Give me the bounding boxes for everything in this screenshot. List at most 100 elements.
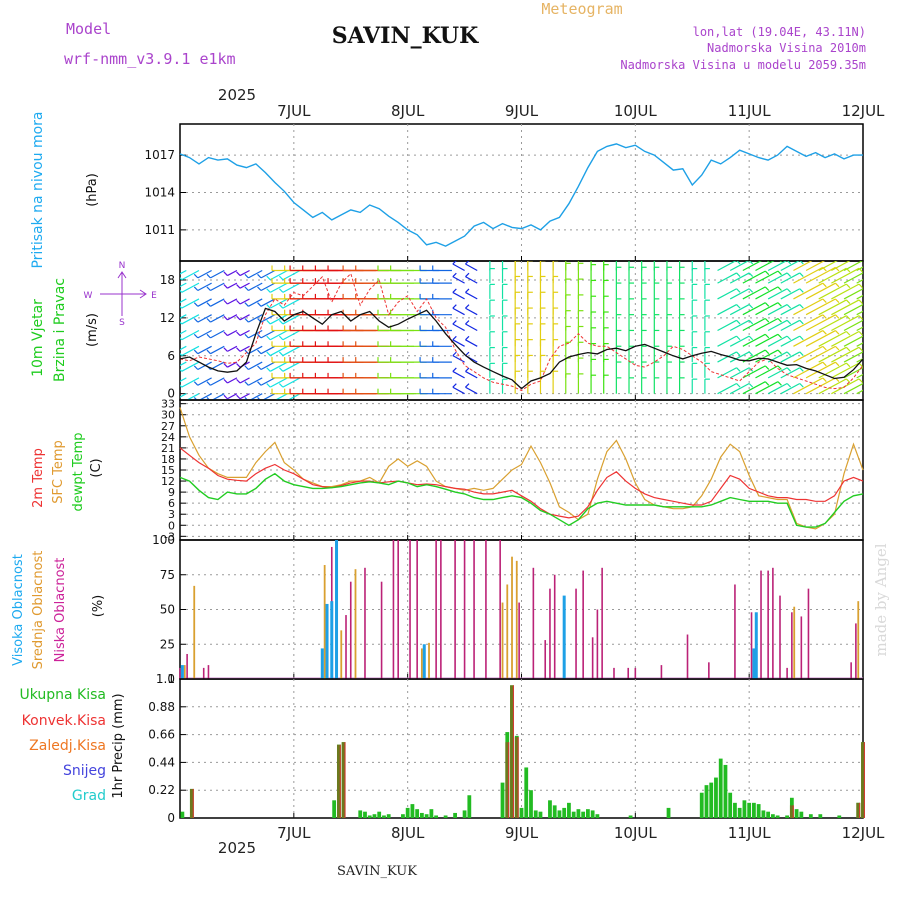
- wind-barb-flag: [736, 261, 741, 265]
- wind-barb: [287, 393, 301, 400]
- y-tick-label: 12: [161, 475, 175, 488]
- wind-barb: [818, 283, 847, 300]
- high-cloud-title: Visoka Oblacnost: [11, 554, 26, 666]
- precip-total-bar: [377, 811, 382, 818]
- wind-barb-flag: [777, 270, 782, 276]
- precip-convective-bar: [510, 685, 514, 818]
- wind-barb-flag: [465, 261, 470, 265]
- precip-total-bar: [363, 811, 367, 818]
- wind-barb: [793, 282, 824, 300]
- wind-barb: [831, 330, 860, 347]
- wind-barb: [805, 361, 836, 379]
- precip-total-bar: [367, 815, 372, 818]
- wind-barb: [269, 282, 288, 293]
- wind-barb: [260, 298, 276, 307]
- dewpt-title: dewpt Temp: [71, 432, 86, 511]
- wind-barb: [818, 330, 847, 347]
- wind-barb: [227, 329, 238, 337]
- wind-barb-flag: [822, 345, 827, 351]
- wind-barb: [181, 329, 200, 341]
- wind-barb-flag: [206, 273, 211, 279]
- wind-barb-flag: [779, 261, 782, 263]
- precip-total-bar: [332, 800, 337, 818]
- precip-convective-bar: [336, 744, 341, 818]
- wind-barb-flag: [166, 336, 170, 340]
- wind-barb-flag: [764, 349, 770, 355]
- wind-barb-flag: [278, 351, 284, 356]
- wind-barb-flag: [452, 335, 457, 341]
- year-top: 2025: [218, 86, 256, 104]
- precip-total-bar: [424, 814, 429, 818]
- wind-barb: [282, 298, 301, 309]
- wind-barb: [755, 365, 779, 379]
- wind-barb-flag: [835, 282, 840, 288]
- wind-barb: [767, 319, 788, 332]
- temp-unit: (C): [89, 458, 104, 477]
- wind-barb: [729, 272, 750, 284]
- precip-total-bar: [699, 792, 704, 818]
- wind-barb: [185, 393, 200, 400]
- wind-barb-flag: [823, 255, 827, 259]
- wind-barb-flag: [236, 299, 241, 305]
- day-label-top: 9JUL: [505, 102, 539, 120]
- y-tick-label: 1017: [144, 148, 175, 162]
- compass-s: S: [119, 318, 125, 328]
- wind-barb-flag: [452, 272, 457, 278]
- y-tick-label: 6: [167, 349, 175, 363]
- low-cloud-bar: [767, 570, 769, 679]
- wind-barb-flag: [786, 335, 792, 341]
- low-cloud-bar: [345, 615, 347, 679]
- wind-barb: [269, 361, 288, 372]
- wind-barb: [465, 339, 478, 347]
- wind-barb-flag: [845, 283, 851, 289]
- wind-barb-flag: [223, 284, 228, 289]
- wind-barb: [780, 382, 801, 395]
- wind-barb: [180, 377, 187, 382]
- wind-barb: [742, 270, 766, 284]
- wind-barb: [717, 335, 737, 347]
- wind-barb-flag: [236, 284, 241, 289]
- precip-total-bar: [401, 814, 405, 818]
- low-cloud-bar: [499, 540, 501, 679]
- wind-barb: [755, 261, 775, 272]
- wind-barb: [742, 317, 766, 332]
- wind-barb: [239, 269, 250, 277]
- low-cloud-bar: [553, 574, 556, 679]
- wind-barb: [181, 314, 200, 325]
- wind-barb: [742, 381, 766, 395]
- wind-barb-flag: [845, 315, 851, 320]
- high-cloud-bar: [330, 601, 334, 679]
- wind-barb: [282, 314, 301, 325]
- wind-barb: [269, 314, 288, 325]
- wind-barb-flag: [786, 367, 792, 372]
- wind-barb: [210, 298, 225, 307]
- wind-barb: [818, 378, 847, 395]
- wind-barb-flag: [748, 383, 754, 388]
- wind-barb-flag: [193, 381, 199, 386]
- wind-barb-flag: [166, 289, 170, 293]
- wind-barb-flag: [193, 286, 199, 291]
- wind-barb-flag: [278, 383, 284, 388]
- wind-barb: [767, 288, 788, 300]
- wind-barb: [248, 282, 263, 292]
- wind-barb: [227, 361, 238, 368]
- wind-barb-flag: [858, 331, 863, 336]
- precip-panel: 0 0.22 0.44 0.66 0.88 1.1: [148, 672, 865, 825]
- wind-barb: [717, 304, 737, 316]
- precip-legend-item: Konvek.Kisa: [22, 713, 106, 729]
- day-label-bottom: 8JUL: [391, 824, 425, 842]
- low-cloud-bar: [591, 637, 594, 679]
- wind-barb-flag: [193, 318, 199, 323]
- wind-barb-flag: [266, 304, 271, 309]
- wind-barb-flag: [835, 298, 840, 304]
- wind-barb: [210, 314, 225, 323]
- wind-barb-flag: [822, 282, 827, 288]
- wind-barb-flag: [845, 299, 851, 304]
- wind-barb: [282, 377, 301, 388]
- wind-barb-flag: [465, 320, 470, 325]
- footer-station: SAVIN_KUK: [337, 864, 417, 879]
- wind-barb-flag: [858, 378, 863, 383]
- precip-convective-edge: [339, 744, 341, 818]
- low-cloud-bar: [532, 567, 535, 679]
- precip-total-bar: [761, 810, 766, 818]
